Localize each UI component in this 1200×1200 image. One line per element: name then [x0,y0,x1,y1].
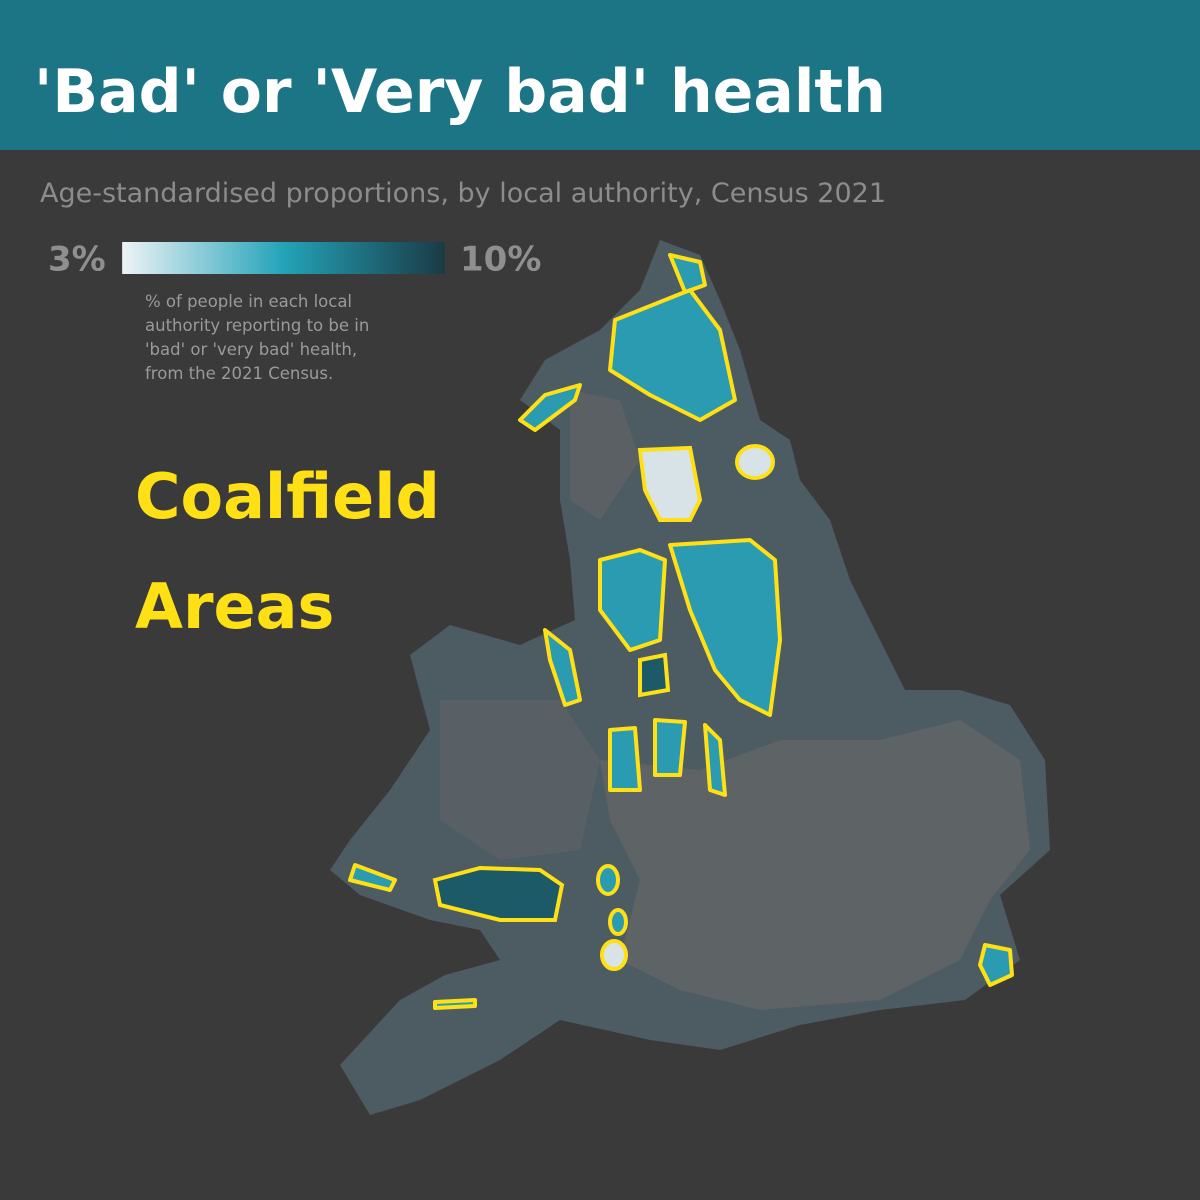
coalfield-area [432,865,565,922]
annotation-line: Areas [135,570,334,643]
legend-description-line: 'bad' or 'very bad' health, [145,340,357,359]
coalfield-area [978,943,1014,987]
coalfield-area [433,998,477,1010]
coalfield-area [608,908,628,936]
coalfield-area [596,864,620,896]
legend-min-label: 3% [48,240,106,280]
legend-max-label: 10% [460,240,541,280]
coalfield-area [598,548,667,652]
coalfield-area [668,538,782,717]
map [330,240,1050,1115]
coalfield-area [543,628,582,707]
legend-gradient [122,242,445,274]
coalfield-area [608,288,737,422]
map-light-region [440,700,600,860]
coalfield-area [518,383,582,432]
legend-description-line: authority reporting to be in [145,316,369,335]
map-light-region [570,390,640,520]
legend: 3% 10% [48,240,541,280]
coalfield-area [735,444,775,480]
legend-description-line: from the 2021 Census. [145,364,333,383]
coalfield-area [668,253,707,294]
coalfield-area [608,726,642,792]
title: 'Bad' or 'Very bad' health [34,57,886,127]
coalfield-area [637,445,703,522]
subtitle: Age-standardised proportions, by local a… [40,178,886,209]
title-bar [0,0,1200,150]
coalfield-area [653,718,687,777]
coalfield-area [348,863,397,892]
legend-description-line: % of people in each local [145,292,352,311]
annotation-line: Coalfield [135,460,440,533]
legend-description: % of people in each local authority repor… [145,292,369,383]
coalfield-area [638,652,671,698]
coalfield-area [600,939,628,971]
annotation: Coalfield Areas [135,460,440,643]
coalfield-area [703,723,727,797]
map-light-region [600,720,1030,1010]
